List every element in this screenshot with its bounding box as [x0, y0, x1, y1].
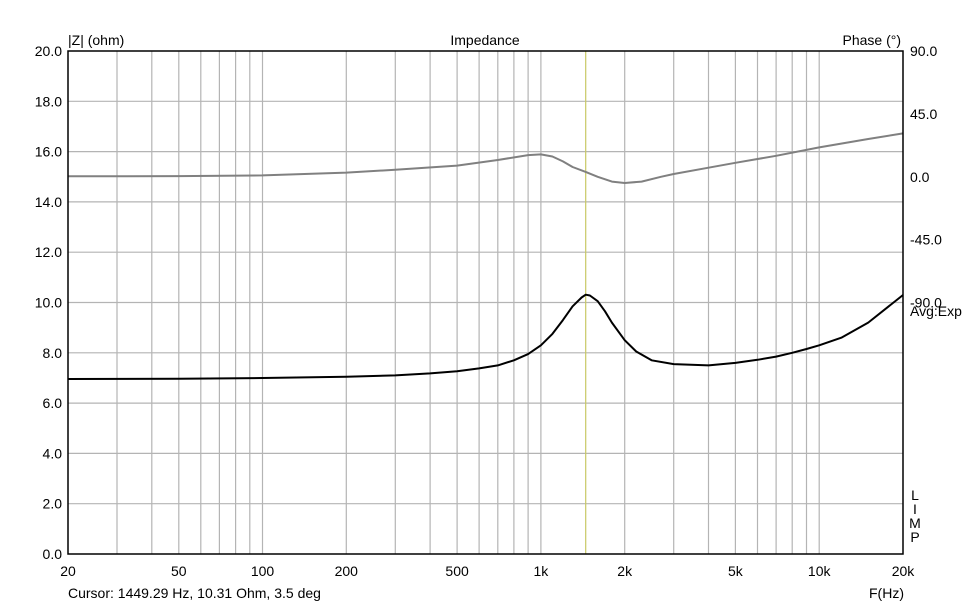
axis-labels: 20.0 18.0 16.0 14.0 12.0 10.0 8.0 6.0 4.0 2.0 0.0 9… [35, 43, 942, 579]
right-tick-label: 90.0 [910, 43, 937, 59]
grid [68, 51, 903, 554]
x-tick-label: 2k [617, 563, 633, 579]
x-tick-label: 1k [534, 563, 550, 579]
x-tick-label: 5k [728, 563, 744, 579]
impedance-line [67, 293, 904, 380]
x-tick-label: 10k [808, 563, 832, 579]
averaging-label: Avg:Exp [910, 303, 962, 319]
right-tick-label: -45.0 [910, 232, 942, 248]
left-tick-label: 12.0 [35, 244, 62, 260]
x-tick-label: 20k [892, 563, 916, 579]
left-tick-label: 0.0 [43, 546, 63, 562]
x-tick-label: 100 [251, 563, 275, 579]
left-tick-label: 10.0 [35, 295, 62, 311]
limp-letter: M [909, 515, 921, 531]
left-tick-label: 6.0 [43, 395, 63, 411]
left-tick-label: 4.0 [43, 445, 63, 461]
left-tick-label: 14.0 [35, 194, 62, 210]
plot-frame [67, 50, 904, 555]
left-axis-title: |Z| (ohm) [68, 32, 124, 48]
left-tick-label: 20.0 [35, 43, 62, 59]
chart-title: Impedance [450, 32, 519, 48]
left-tick-label: 8.0 [43, 345, 63, 361]
right-axis-title: Phase (°) [842, 32, 901, 48]
x-axis-title: F(Hz) [869, 585, 904, 601]
x-tick-label: 20 [60, 563, 76, 579]
left-tick-label: 18.0 [35, 93, 62, 109]
cursor-readout: Cursor: 1449.29 Hz, 10.31 Ohm, 3.5 deg [68, 585, 321, 601]
series-layer [67, 51, 904, 554]
limp-letter: I [913, 501, 917, 517]
x-tick-label: 50 [171, 563, 187, 579]
left-tick-label: 2.0 [43, 496, 63, 512]
right-tick-label: -90.0 [910, 295, 942, 311]
x-tick-label: 500 [445, 563, 469, 579]
left-tick-label: 16.0 [35, 144, 62, 160]
x-tick-label: 200 [335, 563, 359, 579]
limp-letter: P [910, 529, 920, 545]
limp-letter: L [911, 487, 919, 503]
phase-line [67, 132, 904, 184]
right-tick-label: 45.0 [910, 106, 937, 122]
right-tick-label: 0.0 [910, 169, 930, 185]
